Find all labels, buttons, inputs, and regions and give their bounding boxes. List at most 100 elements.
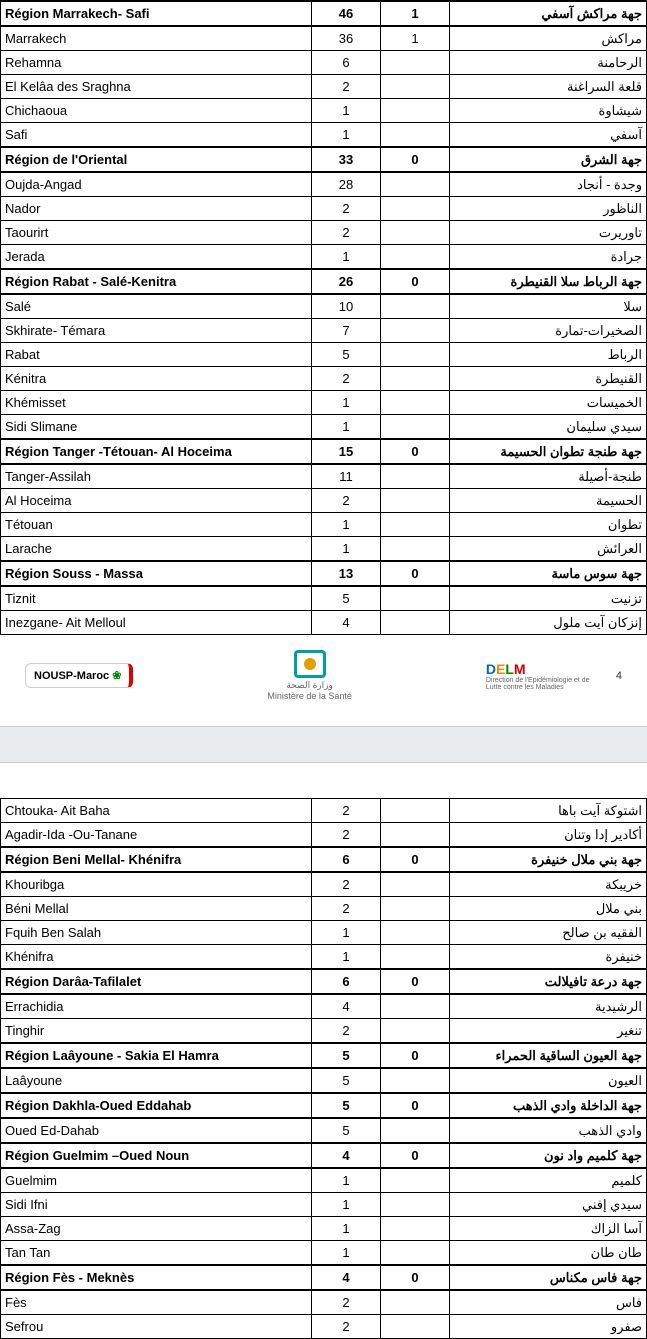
cell-fr: Région Guelmim –Oued Noun	[1, 1143, 312, 1168]
cell-ar: شيشاوة	[450, 99, 647, 123]
table-row: Région Laâyoune - Sakia El Hamra50جهة ال…	[1, 1043, 647, 1068]
cell-n1: 15	[312, 439, 381, 464]
table-row: Oued Ed-Dahab5وادي الذهب	[1, 1118, 647, 1143]
cell-fr: Sidi Ifni	[1, 1193, 312, 1217]
table-row: Région Darâa-Tafilalet60جهة درعة تافيلال…	[1, 969, 647, 994]
cell-n1: 26	[312, 269, 381, 294]
cell-n2: 0	[381, 847, 450, 872]
ministry-fr: Ministère de la Santé	[267, 691, 352, 701]
table-row: Kénitra2القنيطرة	[1, 367, 647, 391]
covid-table-top: Région Marrakech- Safi461جهة مراكش آسفيM…	[0, 0, 647, 635]
cell-n2	[381, 537, 450, 562]
cell-n2: 0	[381, 147, 450, 172]
table-row: Rehamna6الرحامنة	[1, 51, 647, 75]
cell-n1: 6	[312, 969, 381, 994]
cell-fr: Région Fès - Meknès	[1, 1265, 312, 1290]
table-row: Marrakech361مراكش	[1, 26, 647, 51]
cell-n1: 2	[312, 367, 381, 391]
cell-n1: 4	[312, 1143, 381, 1168]
cell-n1: 2	[312, 897, 381, 921]
cell-fr: Inezgane- Ait Melloul	[1, 611, 312, 635]
cell-n2	[381, 464, 450, 489]
table-row: Guelmim1كلميم	[1, 1168, 647, 1193]
cell-n1: 1	[312, 537, 381, 562]
cell-fr: Safi	[1, 123, 312, 148]
cell-ar: جهة الشرق	[450, 147, 647, 172]
cell-n2	[381, 994, 450, 1019]
cell-n1: 10	[312, 294, 381, 319]
cell-ar: بني ملال	[450, 897, 647, 921]
cell-n1: 1	[312, 513, 381, 537]
cell-ar: قلعة السراغنة	[450, 75, 647, 99]
table-row: Fquih Ben Salah1الفقيه بن صالح	[1, 921, 647, 945]
cell-n1: 36	[312, 26, 381, 51]
table-row: Agadir-Ida -Ou-Tanane2أكادير إدا وتنان	[1, 823, 647, 848]
table-row: Chichaoua1شيشاوة	[1, 99, 647, 123]
table-row: Sidi Ifni1 سيدي إفني	[1, 1193, 647, 1217]
cell-n1: 4	[312, 611, 381, 635]
cell-ar: جرادة	[450, 245, 647, 270]
cell-n2	[381, 221, 450, 245]
cell-fr: Salé	[1, 294, 312, 319]
table-row: Nador2الناظور	[1, 197, 647, 221]
table-row: Région Dakhla-Oued Eddahab50جهة الداخلة …	[1, 1093, 647, 1118]
cell-fr: Région de l'Oriental	[1, 147, 312, 172]
cell-ar: جهة بني ملال خنيفرة	[450, 847, 647, 872]
cell-n2	[381, 1168, 450, 1193]
cell-n1: 1	[312, 1193, 381, 1217]
cell-ar: وجدة - أنجاد	[450, 172, 647, 197]
cell-fr: Kénitra	[1, 367, 312, 391]
cell-ar: خريبكة	[450, 872, 647, 897]
table-row: Tan Tan1طان طان	[1, 1241, 647, 1266]
cell-ar: آسفي	[450, 123, 647, 148]
table-row: Khouribga2خريبكة	[1, 872, 647, 897]
cell-n2	[381, 123, 450, 148]
cell-fr: Région Marrakech- Safi	[1, 1, 312, 26]
table-row: Fès2فاس	[1, 1290, 647, 1315]
cell-n1: 1	[312, 1168, 381, 1193]
cell-n2: 0	[381, 439, 450, 464]
cell-ar: الناظور	[450, 197, 647, 221]
cell-ar: الرحامنة	[450, 51, 647, 75]
cell-n2	[381, 197, 450, 221]
cell-n2	[381, 897, 450, 921]
cell-ar: جهة الرباط سلا القنيطرة	[450, 269, 647, 294]
table-row: Chtouka- Ait Baha2اشتوكة آيت باها	[1, 799, 647, 823]
cell-fr: Tinghir	[1, 1019, 312, 1044]
cell-n2	[381, 945, 450, 970]
cell-n1: 28	[312, 172, 381, 197]
cell-n1: 1	[312, 245, 381, 270]
cell-n2	[381, 921, 450, 945]
cell-n1: 5	[312, 1043, 381, 1068]
cell-ar: تاوريرت	[450, 221, 647, 245]
cell-n2	[381, 1118, 450, 1143]
table-row: Région Fès - Meknès40جهة فاس مكناس	[1, 1265, 647, 1290]
cell-fr: Marrakech	[1, 26, 312, 51]
cell-n2	[381, 1193, 450, 1217]
cell-n1: 1	[312, 99, 381, 123]
table-row: Laâyoune5العيون	[1, 1068, 647, 1093]
table-row: Tétouan1تطوان	[1, 513, 647, 537]
cell-ar: سيدي سليمان	[450, 415, 647, 440]
cell-n1: 2	[312, 799, 381, 823]
cell-n2: 1	[381, 1, 450, 26]
cell-fr: Larache	[1, 537, 312, 562]
logo-nousp: NOUSP-Maroc ❀	[25, 663, 133, 688]
cell-ar: سيدي إفني	[450, 1193, 647, 1217]
cell-ar: الحسيمة	[450, 489, 647, 513]
table-row: Jerada1جرادة	[1, 245, 647, 270]
cell-n1: 5	[312, 1068, 381, 1093]
cell-ar: جهة العيون الساقية الحمراء	[450, 1043, 647, 1068]
cell-fr: Région Tanger -Tétouan- Al Hoceima	[1, 439, 312, 464]
cell-ar: الرشيدية	[450, 994, 647, 1019]
cell-n1: 5	[312, 343, 381, 367]
cell-fr: Tétouan	[1, 513, 312, 537]
table-row: Inezgane- Ait Melloul4إنزكان آيت ملول	[1, 611, 647, 635]
cell-n1: 2	[312, 1290, 381, 1315]
cell-n1: 2	[312, 1019, 381, 1044]
cell-fr: Région Beni Mellal- Khénifra	[1, 847, 312, 872]
cell-n1: 7	[312, 319, 381, 343]
cell-ar: كلميم	[450, 1168, 647, 1193]
cell-fr: Chtouka- Ait Baha	[1, 799, 312, 823]
page-top: Région Marrakech- Safi461جهة مراكش آسفيM…	[0, 0, 647, 726]
